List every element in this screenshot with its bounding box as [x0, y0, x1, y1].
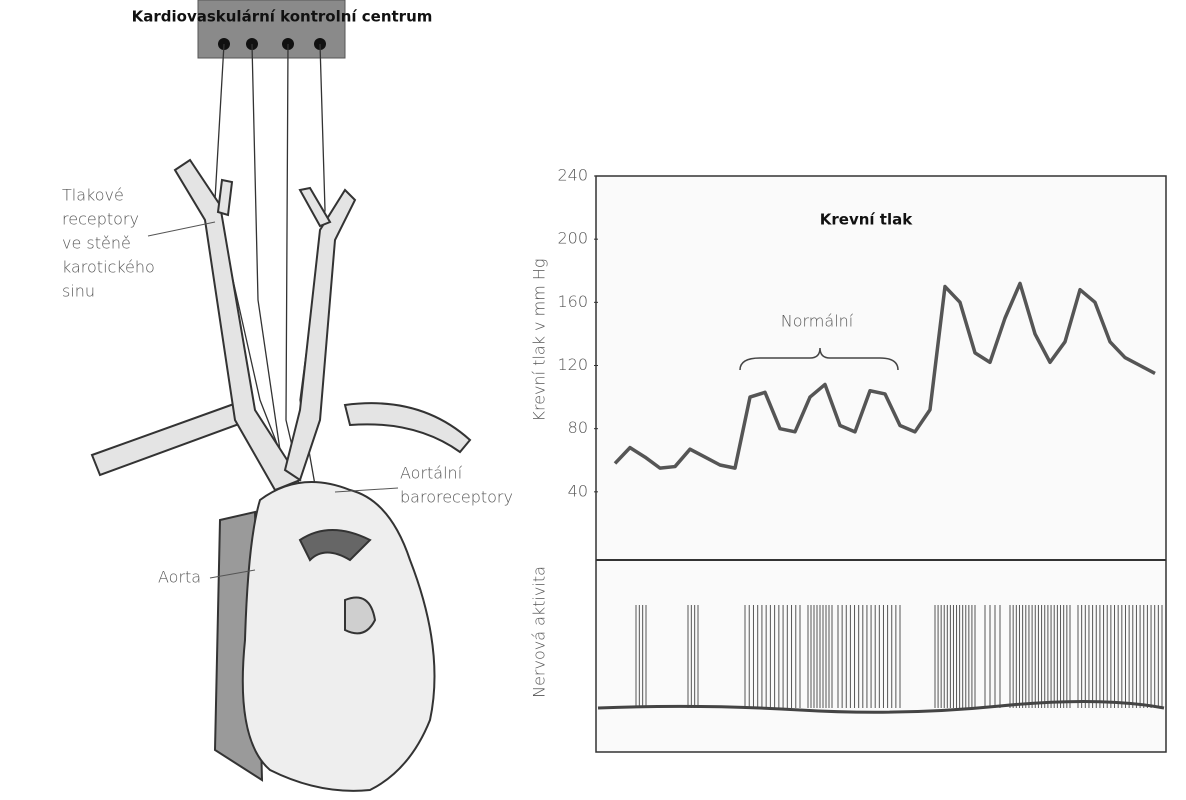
- label-line: receptory: [62, 210, 139, 229]
- y-tick-label: 160: [557, 292, 588, 311]
- pressure-line: [613, 281, 1156, 470]
- chart-frame: [595, 175, 1167, 753]
- label-line: sinu: [62, 282, 95, 301]
- chart-title: Krevní tlak: [820, 211, 913, 229]
- heart: [213, 481, 436, 792]
- aortic-label: Aortální baroreceptory: [400, 464, 513, 507]
- y-tick-label: 120: [557, 355, 588, 374]
- brace: [739, 347, 899, 371]
- carotid-pointer: [147, 221, 216, 237]
- centre-title: Kardiovaskulární kontrolní centrum: [132, 8, 433, 26]
- aorta-label: Aorta: [158, 568, 201, 587]
- y-tick-label: 80: [568, 418, 588, 437]
- y-tick-label: 40: [568, 481, 588, 500]
- label-line: Aortální: [400, 464, 463, 483]
- label-line: baroreceptory: [400, 488, 513, 507]
- label-line: Tlakové: [62, 186, 124, 205]
- arteries: [90, 158, 472, 492]
- carotid-label: Tlakové receptory ve stěně karotického sinu: [62, 186, 155, 301]
- y-tick-label: 200: [557, 229, 588, 248]
- annotation: Normální: [781, 312, 854, 331]
- aorta-pointer: [209, 569, 256, 579]
- label-line: karotického: [62, 258, 155, 277]
- label-line: ve stěně: [62, 234, 131, 253]
- nerve-spikes: [635, 605, 1163, 708]
- y-tick-label: 240: [557, 166, 588, 185]
- lower-label: Nervová aktivita: [530, 566, 549, 698]
- baseline-trace: [597, 699, 1165, 714]
- y-axis-label: Krevní tlak v mm Hg: [530, 258, 549, 421]
- aortic-pointer: [334, 487, 399, 493]
